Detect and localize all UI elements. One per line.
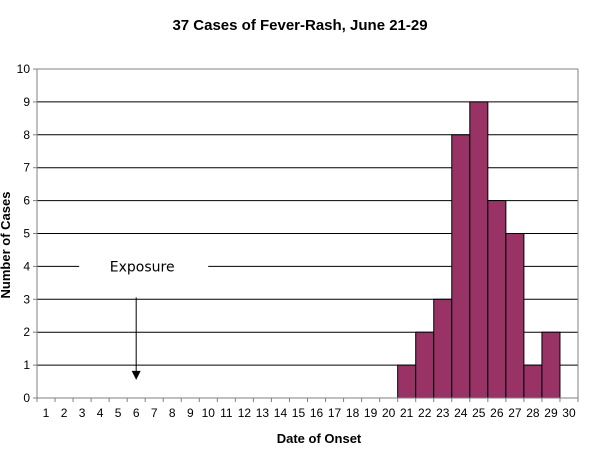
y-tick-label: 4 [23, 259, 30, 273]
y-tick-label: 0 [23, 391, 30, 405]
bar [523, 364, 543, 399]
x-tick-label: 14 [274, 406, 288, 420]
x-tick-label: 24 [454, 406, 468, 420]
x-tick-label: 13 [256, 406, 270, 420]
x-tick-label: 23 [436, 406, 450, 420]
x-tick-label: 6 [133, 406, 140, 420]
bar [469, 101, 489, 399]
bar [487, 200, 507, 399]
x-tick-label: 27 [508, 406, 522, 420]
bar [541, 331, 561, 399]
y-tick-label: 10 [17, 62, 31, 76]
y-tick-label: 9 [23, 95, 30, 109]
bar [451, 134, 471, 399]
x-tick-label: 22 [418, 406, 432, 420]
x-tick-label: 10 [202, 406, 216, 420]
exposure-arrow-head [131, 370, 141, 380]
x-tick-label: 9 [187, 406, 194, 420]
axes [33, 68, 579, 402]
chart-title: 37 Cases of Fever-Rash, June 21-29 [172, 17, 427, 34]
x-tick-label: 16 [310, 406, 324, 420]
y-axis-label: Number of Cases [0, 192, 13, 299]
bar [505, 233, 525, 399]
x-tick-label: 25 [472, 406, 486, 420]
annotations: Exposure [110, 259, 175, 380]
x-tick-label: 20 [382, 406, 396, 420]
bar [433, 298, 453, 399]
y-tick-label: 3 [23, 292, 30, 306]
x-tick-label: 2 [61, 406, 68, 420]
bars [397, 101, 561, 399]
y-tick-label: 8 [23, 128, 30, 142]
x-tick-label: 8 [169, 406, 176, 420]
y-tick-label: 2 [23, 325, 30, 339]
y-tick-label: 1 [23, 358, 30, 372]
bar [415, 331, 435, 399]
x-tick-label: 1 [43, 406, 50, 420]
x-tick-label: 7 [151, 406, 158, 420]
x-tick-label: 4 [97, 406, 104, 420]
x-tick-label: 18 [346, 406, 360, 420]
x-tick-labels: 1 2 3 4 5 6 7 8 9 10 11 12 13 14 15 16 17 18 19 20 21 22 23 24 2… [43, 406, 576, 420]
y-tick-label: 7 [23, 161, 30, 175]
x-tick-label: 30 [562, 406, 576, 420]
y-tick-label: 5 [23, 227, 30, 241]
x-tick-label: 15 [292, 406, 306, 420]
x-tick-label: 29 [544, 406, 558, 420]
x-tick-label: 17 [328, 406, 342, 420]
exposure-annotation: Exposure [110, 259, 175, 275]
x-tick-label: 26 [490, 406, 504, 420]
x-tick-label: 3 [79, 406, 86, 420]
x-tick-label: 19 [364, 406, 378, 420]
x-tick-label: 11 [220, 406, 233, 420]
x-tick-label: 12 [238, 406, 252, 420]
y-tick-labels: 0 1 2 3 4 5 6 7 8 9 10 [17, 62, 31, 405]
x-tick-label: 28 [526, 406, 540, 420]
bar [397, 364, 417, 399]
x-axis-label: Date of Onset [277, 431, 362, 446]
x-tick-label: 21 [400, 406, 414, 420]
x-tick-label: 5 [115, 406, 122, 420]
y-tick-label: 6 [23, 194, 30, 208]
